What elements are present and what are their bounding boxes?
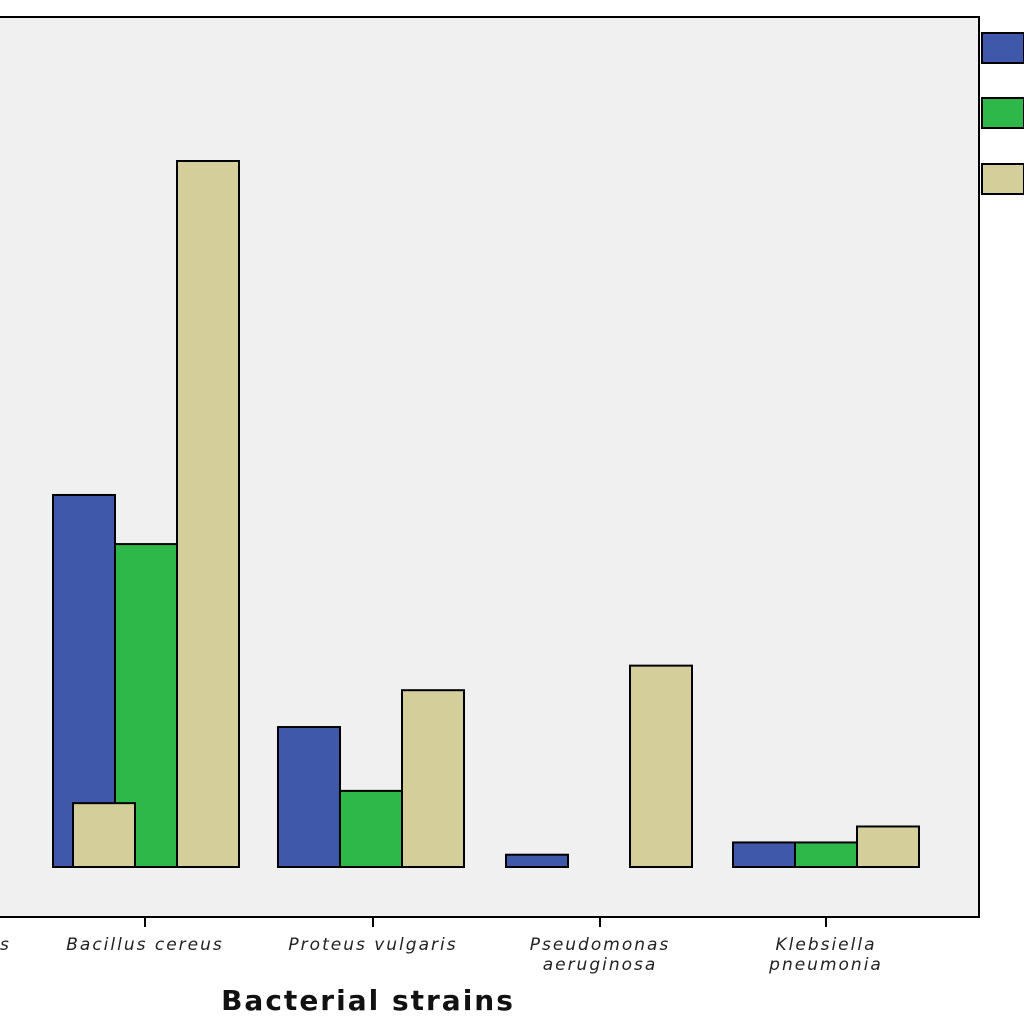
bar-series-1-4 bbox=[732, 841, 796, 869]
legend-swatch-3 bbox=[981, 163, 1024, 195]
bar-series-1-2 bbox=[277, 726, 341, 868]
legend bbox=[981, 32, 1024, 195]
bar-series-2-2 bbox=[339, 789, 403, 868]
x-tick-label-0: s bbox=[0, 935, 11, 955]
x-tick-label-1: Bacillus cereus bbox=[66, 935, 224, 955]
bar-series-3-2 bbox=[401, 689, 465, 869]
bar-series-3-3 bbox=[629, 664, 693, 869]
bar-series-3-4 bbox=[856, 825, 920, 869]
bar-series-2-4 bbox=[794, 841, 858, 869]
x-tick-label-3-line-2: aeruginosa bbox=[543, 955, 658, 975]
bar-series-3-1 bbox=[176, 160, 240, 868]
x-tick-label-3-line-1: Pseudomonas bbox=[530, 935, 671, 955]
x-axis-title: Bacterial strains bbox=[221, 984, 515, 1017]
x-tick-label-4-line-2: pneumonia bbox=[768, 955, 883, 975]
legend-swatch-2 bbox=[981, 97, 1024, 129]
x-axis-ticks: s Bacillus cereus Proteus vulgaris Pseudomo… bbox=[0, 917, 883, 975]
x-tick-label-4-line-1: Klebsiella bbox=[775, 935, 876, 955]
bar-series-3-0 bbox=[72, 802, 136, 868]
bars bbox=[52, 160, 920, 869]
x-tick-label-2: Proteus vulgaris bbox=[288, 935, 457, 955]
legend-swatch-1 bbox=[981, 32, 1024, 64]
bar-series-1-3 bbox=[505, 853, 569, 869]
